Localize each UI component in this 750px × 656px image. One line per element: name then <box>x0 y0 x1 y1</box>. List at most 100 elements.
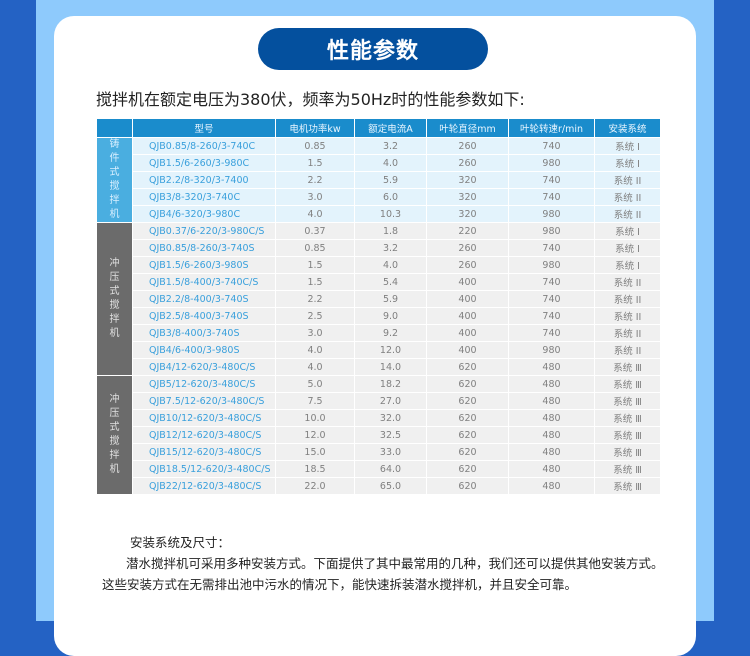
system-cell: 系统 I <box>594 137 661 155</box>
system-cell: 系统 Ⅲ <box>594 392 661 410</box>
system-cell: 系统 Ⅲ <box>594 375 661 393</box>
system-cell: 系统 II <box>594 307 661 325</box>
current-cell: 64.0 <box>354 460 427 478</box>
power-cell: 18.5 <box>275 460 355 478</box>
table-row: QJB2.2/8-400/3-740S 2.2 5.9 400 740 系统 II <box>97 290 661 308</box>
diameter-cell: 320 <box>426 171 509 189</box>
model-cell: QJB10/12-620/3-480C/S <box>132 409 276 427</box>
diameter-cell: 620 <box>426 443 509 461</box>
table-row: QJB7.5/12-620/3-480C/S 7.5 27.0 620 480 系统 Ⅲ <box>97 392 661 410</box>
column-header: 叶轮转速r/min <box>508 118 595 138</box>
system-cell: 系统 II <box>594 290 661 308</box>
diameter-cell: 400 <box>426 324 509 342</box>
speed-cell: 980 <box>508 256 595 274</box>
power-cell: 15.0 <box>275 443 355 461</box>
diameter-cell: 220 <box>426 222 509 240</box>
speed-cell: 980 <box>508 205 595 223</box>
table-row: QJB1.5/8-400/3-740C/S 1.5 5.4 400 740 系统 II <box>97 273 661 291</box>
diameter-cell: 320 <box>426 188 509 206</box>
speed-cell: 480 <box>508 443 595 461</box>
system-cell: 系统 Ⅲ <box>594 443 661 461</box>
group-label: 铸件式搅拌机 <box>96 137 133 223</box>
diameter-cell: 620 <box>426 477 509 495</box>
system-cell: 系统 Ⅲ <box>594 460 661 478</box>
current-cell: 18.2 <box>354 375 427 393</box>
current-cell: 12.0 <box>354 341 427 359</box>
model-cell: QJB7.5/12-620/3-480C/S <box>132 392 276 410</box>
speed-cell: 740 <box>508 307 595 325</box>
system-cell: 系统 Ⅲ <box>594 477 661 495</box>
speed-cell: 980 <box>508 341 595 359</box>
table-row: QJB3/8-320/3-740C 3.0 6.0 320 740 系统 II <box>97 188 661 206</box>
table-row: QJB22/12-620/3-480C/S 22.0 65.0 620 480 系统 Ⅲ <box>97 477 661 495</box>
table-row: 冲压式搅拌机 QJB5/12-620/3-480C/S 5.0 18.2 620 480 系… <box>96 375 661 495</box>
model-cell: QJB4/12-620/3-480C/S <box>132 358 276 376</box>
power-cell: 5.0 <box>275 375 355 393</box>
diameter-cell: 400 <box>426 341 509 359</box>
model-cell: QJB2.2/8-320/3-7400 <box>132 171 276 189</box>
current-cell: 32.0 <box>354 409 427 427</box>
notes-heading: 安装系统及尺寸： <box>130 535 231 550</box>
model-cell: QJB3/8-320/3-740C <box>132 188 276 206</box>
speed-cell: 480 <box>508 477 595 495</box>
diameter-cell: 400 <box>426 290 509 308</box>
power-cell: 4.0 <box>275 358 355 376</box>
system-cell: 系统 II <box>594 188 661 206</box>
power-cell: 22.0 <box>275 477 355 495</box>
diameter-cell: 260 <box>426 137 509 155</box>
system-cell: 系统 II <box>594 324 661 342</box>
diameter-cell: 620 <box>426 375 509 393</box>
power-cell: 4.0 <box>275 341 355 359</box>
column-header: 额定电流A <box>354 118 427 138</box>
section-title: 性能参数 <box>258 28 488 70</box>
model-cell: QJB3/8-400/3-740S <box>132 324 276 342</box>
table-row: QJB18.5/12-620/3-480C/S 18.5 64.0 620 480 系统 … <box>97 460 661 478</box>
table-row: QJB4/6-400/3-980S 4.0 12.0 400 980 系统 II <box>97 341 661 359</box>
current-cell: 3.2 <box>354 239 427 257</box>
current-cell: 9.2 <box>354 324 427 342</box>
power-cell: 12.0 <box>275 426 355 444</box>
current-cell: 33.0 <box>354 443 427 461</box>
model-cell: QJB2.2/8-400/3-740S <box>132 290 276 308</box>
power-cell: 0.85 <box>275 239 355 257</box>
system-cell: 系统 I <box>594 239 661 257</box>
intro-text: 搅拌机在额定电压为380伏，频率为50Hz时的性能参数如下: <box>96 90 525 109</box>
table-row: QJB2.2/8-320/3-7400 2.2 5.9 320 740 系统 II <box>97 171 661 189</box>
power-cell: 0.85 <box>275 137 355 155</box>
model-cell: QJB5/12-620/3-480C/S <box>132 375 276 393</box>
system-cell: 系统 I <box>594 154 661 172</box>
model-cell: QJB0.85/8-260/3-740S <box>132 239 276 257</box>
table-row: QJB3/8-400/3-740S 3.0 9.2 400 740 系统 II <box>97 324 661 342</box>
power-cell: 3.0 <box>275 188 355 206</box>
system-cell: 系统 I <box>594 222 661 240</box>
system-cell: 系统 II <box>594 341 661 359</box>
table-row: QJB0.85/8-260/3-740S 0.85 3.2 260 740 系统 I <box>97 239 661 257</box>
install-notes: 安装系统及尺寸： 潜水搅拌机可采用多种安装方式。下面提供了其中最常用的几种，我们… <box>102 532 672 595</box>
model-cell: QJB15/12-620/3-480C/S <box>132 443 276 461</box>
performance-table: 型号 电机功率kw 额定电流A 叶轮直径mm 叶轮转速r/min 安装系统 铸件式搅拌机 Q… <box>96 118 661 495</box>
system-cell: 系统 Ⅲ <box>594 426 661 444</box>
system-cell: 系统 II <box>594 171 661 189</box>
power-cell: 1.5 <box>275 273 355 291</box>
power-cell: 10.0 <box>275 409 355 427</box>
model-cell: QJB4/6-400/3-980S <box>132 341 276 359</box>
speed-cell: 480 <box>508 375 595 393</box>
power-cell: 2.2 <box>275 290 355 308</box>
current-cell: 5.9 <box>354 290 427 308</box>
model-cell: QJB1.5/6-260/3-980S <box>132 256 276 274</box>
power-cell: 1.5 <box>275 256 355 274</box>
current-cell: 5.4 <box>354 273 427 291</box>
diameter-cell: 260 <box>426 154 509 172</box>
table-header: 型号 电机功率kw 额定电流A 叶轮直径mm 叶轮转速r/min 安装系统 <box>96 118 661 138</box>
model-cell: QJB12/12-620/3-480C/S <box>132 426 276 444</box>
system-cell: 系统 Ⅲ <box>594 358 661 376</box>
current-cell: 65.0 <box>354 477 427 495</box>
diameter-cell: 400 <box>426 307 509 325</box>
current-cell: 5.9 <box>354 171 427 189</box>
diameter-cell: 260 <box>426 239 509 257</box>
power-cell: 7.5 <box>275 392 355 410</box>
speed-cell: 480 <box>508 409 595 427</box>
table-row: QJB1.5/6-260/3-980S 1.5 4.0 260 980 系统 I <box>97 256 661 274</box>
model-cell: QJB18.5/12-620/3-480C/S <box>132 460 276 478</box>
table-row: QJB4/12-620/3-480C/S 4.0 14.0 620 480 系统 Ⅲ <box>97 358 661 376</box>
